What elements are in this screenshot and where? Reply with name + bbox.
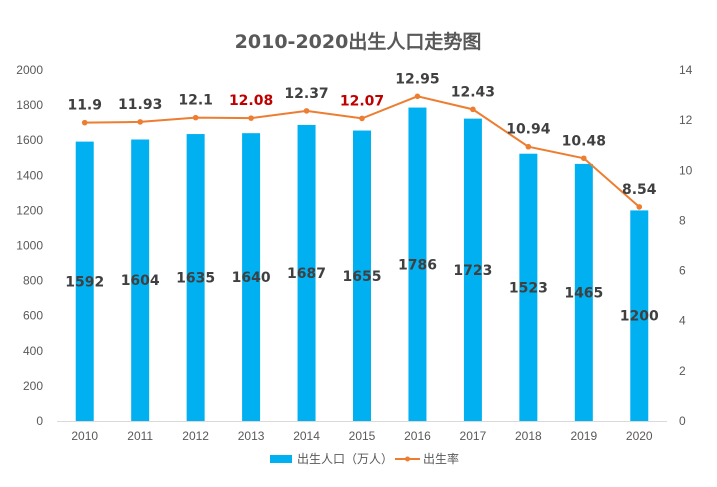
rate-point — [470, 106, 476, 113]
y-left-tick-label: 200 — [23, 379, 43, 393]
bar-data-label: 1523 — [509, 280, 548, 296]
rate-point — [359, 115, 365, 122]
bar-series — [75, 107, 649, 422]
y-left-tick-label: 600 — [23, 309, 43, 323]
x-tick-label: 2010 — [71, 429, 98, 443]
y-left-tick-label: 1600 — [16, 133, 43, 147]
x-tick-label: 2018 — [515, 429, 542, 443]
rate-point — [414, 93, 421, 100]
bar-data-label: 1465 — [564, 285, 603, 301]
rate-data-label: 12.37 — [284, 86, 328, 102]
bar-data-label: 1655 — [343, 269, 382, 285]
y-left-tick-label: 1400 — [16, 168, 43, 182]
bar-data-label: 1592 — [65, 274, 104, 290]
bar — [186, 134, 205, 421]
bar — [353, 130, 371, 422]
x-axis: 2010 2011 2012 2013 2014 2015 2016 2017 2018 2019… — [71, 429, 653, 443]
x-tick-label: 2019 — [570, 429, 597, 443]
bar — [297, 124, 316, 421]
rate-data-label: 11.9 — [67, 98, 102, 114]
y-left-tick-label: 1800 — [16, 98, 43, 112]
y-left-tick-label: 400 — [23, 344, 43, 358]
bar — [463, 118, 482, 422]
x-tick-label: 2016 — [404, 429, 431, 443]
x-tick-label: 2014 — [293, 429, 320, 443]
legend-swatch-marker — [405, 456, 410, 462]
x-tick-label: 2020 — [626, 429, 653, 443]
legend: 出生人口（万人） 出生率 — [270, 451, 459, 466]
x-tick-label: 2013 — [238, 429, 265, 443]
bar-data-label: 1786 — [398, 257, 437, 273]
rate-point — [137, 119, 143, 125]
y-right-tick-label: 10 — [679, 163, 693, 177]
legend-swatch-bar — [270, 455, 292, 463]
bar — [408, 107, 427, 421]
rate-data-label: 12.08 — [229, 93, 273, 109]
y-left-tick-label: 1200 — [16, 203, 43, 217]
bar-data-label: 1687 — [287, 266, 326, 282]
bar — [519, 153, 538, 421]
line-data-labels: 11.9 11.93 12.1 12.08 12.37 12.07 12.95 12.43 10… — [67, 71, 656, 198]
bar-data-label: 1635 — [176, 271, 215, 287]
y-axis-left: 0 200 400 600 800 1000 1200 1400 1600 1800 2000 — [16, 63, 43, 428]
legend-label-births: 出生人口（万人） — [297, 452, 393, 466]
x-tick-label: 2015 — [349, 429, 376, 443]
y-right-tick-label: 8 — [679, 213, 686, 227]
rate-point — [581, 155, 587, 162]
y-axis-right: 0 2 4 6 8 10 12 14 — [679, 63, 693, 428]
rate-data-label: 10.94 — [506, 122, 551, 138]
y-left-tick-label: 1000 — [16, 239, 43, 253]
line-series — [81, 93, 643, 210]
y-right-tick-label: 2 — [679, 364, 686, 378]
rate-point — [303, 108, 310, 114]
y-right-tick-label: 6 — [679, 264, 686, 278]
bar — [242, 133, 261, 421]
rate-point — [525, 143, 532, 150]
rate-point — [248, 115, 254, 121]
legend-label-rate: 出生率 — [423, 451, 459, 466]
bar — [131, 139, 150, 422]
y-left-tick-label: 2000 — [16, 63, 43, 77]
y-left-tick-label: 0 — [36, 414, 43, 428]
bar — [75, 141, 94, 421]
x-tick-label: 2017 — [460, 429, 487, 443]
bar-data-label: 1200 — [620, 309, 659, 325]
chart-title: 2010-2020出生人口走势图 — [235, 30, 482, 53]
bar-data-label: 1640 — [232, 270, 271, 286]
rate-data-label: 8.54 — [622, 182, 657, 198]
y-right-tick-label: 4 — [679, 314, 686, 328]
bar-data-label: 1723 — [453, 263, 492, 279]
rate-data-label: 11.93 — [118, 97, 162, 113]
rate-data-label: 12.43 — [451, 84, 495, 100]
rate-data-label: 12.07 — [340, 93, 384, 109]
rate-data-label: 12.1 — [178, 93, 213, 109]
rate-point — [192, 114, 199, 121]
bar-data-label: 1604 — [121, 273, 160, 289]
bar — [630, 210, 649, 421]
y-right-tick-label: 14 — [679, 63, 693, 77]
x-tick-label: 2011 — [127, 429, 153, 443]
bar — [574, 163, 593, 421]
y-right-tick-label: 12 — [679, 113, 693, 127]
rate-point — [636, 204, 643, 210]
rate-point — [81, 119, 88, 126]
rate-data-label: 12.95 — [395, 71, 439, 87]
y-right-tick-label: 0 — [679, 414, 686, 428]
bar-data-labels: 1592 1604 1635 1640 1687 1655 1786 1723 1523 1465… — [65, 257, 659, 324]
rate-data-label: 10.48 — [562, 133, 606, 149]
x-tick-label: 2012 — [182, 429, 209, 443]
y-left-tick-label: 800 — [23, 274, 43, 288]
